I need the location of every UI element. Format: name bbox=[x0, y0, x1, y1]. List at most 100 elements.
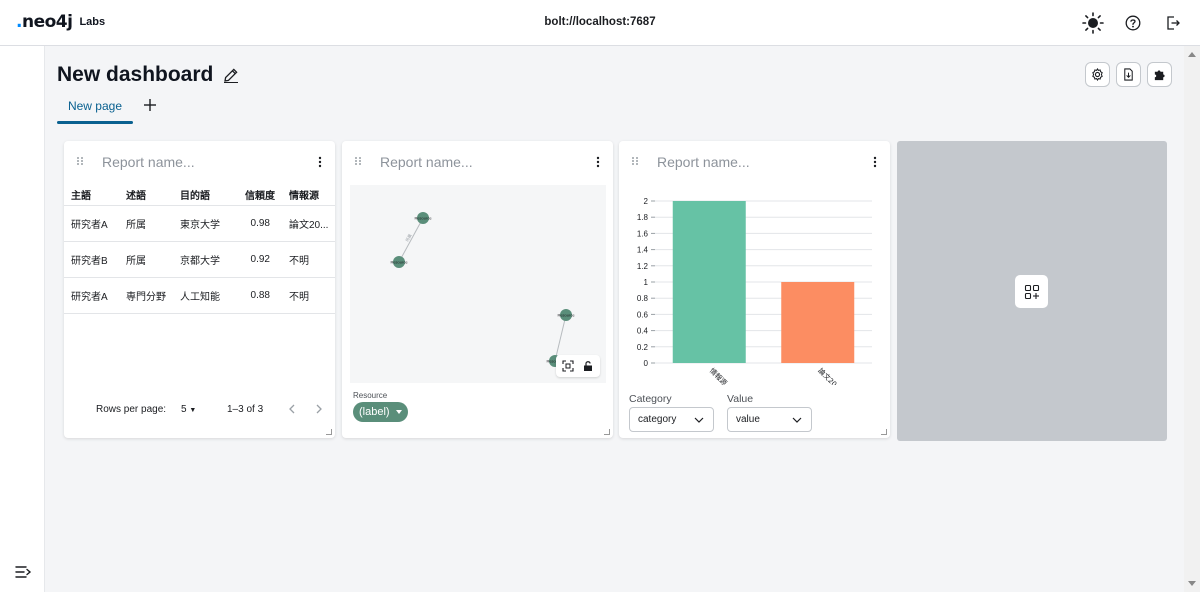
report-header bbox=[619, 141, 890, 181]
column-header[interactable]: 信頼度 bbox=[245, 191, 275, 203]
edit-title-icon[interactable] bbox=[222, 66, 240, 84]
svg-text:Resource: Resource bbox=[414, 216, 432, 221]
column-header[interactable]: 主語 bbox=[71, 191, 91, 203]
logo-labs: Labs bbox=[79, 16, 106, 28]
table-cell: 専門分野 bbox=[119, 276, 173, 314]
more-options-icon[interactable] bbox=[595, 155, 601, 169]
table-cell: 京都大学 bbox=[173, 240, 238, 277]
report-name-input[interactable] bbox=[380, 152, 580, 172]
svg-text:Resource: Resource bbox=[390, 260, 408, 265]
node-label-select[interactable]: (label) bbox=[353, 402, 408, 422]
graph-node[interactable]: Resource bbox=[390, 256, 408, 268]
graph-canvas[interactable]: 所属 Resource Resource Resource Resource bbox=[350, 185, 606, 383]
table-row[interactable]: 研究者B 所属 京都大学 0.92 不明 bbox=[64, 240, 335, 277]
column-header[interactable]: 情報源 bbox=[289, 191, 319, 203]
node-label-chip-text: (label) bbox=[359, 406, 390, 418]
svg-text:Resource: Resource bbox=[557, 313, 575, 318]
caret-down-icon: ▼ bbox=[189, 407, 197, 414]
sun-icon bbox=[1082, 12, 1104, 34]
dashboard-title: New dashboard bbox=[57, 63, 214, 86]
add-page-icon[interactable] bbox=[141, 96, 159, 114]
value-select[interactable]: value bbox=[727, 407, 812, 432]
y-tick-label: 1.2 bbox=[637, 262, 649, 271]
table-cell: 研究者A bbox=[64, 276, 119, 314]
extensions-button[interactable] bbox=[1147, 62, 1172, 87]
column-header[interactable]: 目的語 bbox=[180, 191, 210, 203]
add-widget-icon bbox=[1024, 284, 1039, 299]
category-select-value: category bbox=[638, 414, 677, 425]
caret-down-icon bbox=[395, 410, 402, 414]
resize-handle[interactable] bbox=[604, 429, 610, 435]
dashboard-settings-button[interactable] bbox=[1085, 62, 1110, 87]
theme-toggle-button[interactable] bbox=[1082, 12, 1104, 34]
scroll-up-icon[interactable] bbox=[1188, 52, 1196, 57]
scroll-down-icon[interactable] bbox=[1188, 581, 1196, 586]
graph-controls bbox=[556, 355, 600, 377]
export-dashboard-button[interactable] bbox=[1116, 62, 1141, 87]
report-name-input[interactable] bbox=[657, 152, 857, 172]
vertical-scrollbar[interactable] bbox=[1184, 46, 1200, 592]
expand-sidebar-icon[interactable] bbox=[14, 564, 32, 580]
rows-per-page-label: Rows per page: bbox=[96, 404, 167, 415]
resize-handle[interactable] bbox=[326, 429, 332, 435]
logout-icon bbox=[1167, 16, 1180, 30]
add-report-button[interactable] bbox=[1015, 275, 1048, 308]
column-header[interactable]: 述語 bbox=[126, 191, 146, 203]
left-sidebar bbox=[0, 46, 45, 592]
logout-button[interactable] bbox=[1162, 12, 1184, 34]
value-select-value: value bbox=[736, 414, 760, 425]
table-cell: 研究者B bbox=[64, 240, 119, 277]
help-button[interactable] bbox=[1122, 12, 1144, 34]
table-cell: 不明 bbox=[282, 240, 335, 277]
lock-icon[interactable] bbox=[582, 360, 594, 372]
next-page-icon[interactable] bbox=[313, 402, 325, 416]
table-cell: 所属 bbox=[119, 204, 173, 241]
more-options-icon[interactable] bbox=[872, 155, 878, 169]
bar[interactable] bbox=[672, 201, 746, 363]
table-header-row: 主語 述語 目的語 信頼度 情報源 bbox=[64, 185, 335, 205]
y-tick-label: 1.4 bbox=[637, 246, 649, 255]
graph-visualization[interactable]: 所属 Resource Resource Resource Resource bbox=[350, 185, 606, 383]
previous-page-icon[interactable] bbox=[286, 402, 298, 416]
table-cell: 論文20... bbox=[282, 204, 335, 241]
drag-handle-icon[interactable] bbox=[76, 156, 84, 166]
table-cell: 0.88 bbox=[238, 276, 282, 314]
table-row[interactable]: 研究者A 専門分野 人工知能 0.88 不明 bbox=[64, 276, 335, 314]
table-cell: 0.98 bbox=[238, 204, 282, 241]
report-name-input[interactable] bbox=[102, 152, 302, 172]
y-tick-label: 0 bbox=[644, 359, 649, 368]
graph-node[interactable]: Resource bbox=[414, 212, 432, 224]
graph-node[interactable]: Resource bbox=[557, 309, 575, 321]
drag-handle-icon[interactable] bbox=[354, 156, 362, 166]
y-tick-label: 0.4 bbox=[637, 327, 649, 336]
top-bar: .neo4j Labs bolt://localhost:7687 bbox=[0, 0, 1200, 46]
graph-report-card: 所属 Resource Resource Resource Resource bbox=[342, 141, 613, 438]
table-cell: 所属 bbox=[119, 240, 173, 277]
logo[interactable]: .neo4j Labs bbox=[16, 12, 105, 32]
category-label: Category bbox=[629, 393, 672, 405]
fit-graph-icon[interactable] bbox=[562, 360, 574, 372]
value-label: Value bbox=[727, 393, 754, 405]
tab-new-page[interactable]: New page bbox=[57, 92, 133, 124]
table-row[interactable]: 研究者A 所属 東京大学 0.98 論文20... bbox=[64, 204, 335, 241]
table-cell: 東京大学 bbox=[173, 204, 238, 241]
more-options-icon[interactable] bbox=[317, 155, 323, 169]
resize-handle[interactable] bbox=[881, 429, 887, 435]
bar-report-card: 0 0.2 0.4 0.6 0.8 1 1.2 1.4 1.6 1.8 2 情報源 論文20 Categ… bbox=[619, 141, 890, 438]
y-tick-label: 0.8 bbox=[637, 294, 649, 303]
graph-edge[interactable] bbox=[398, 217, 424, 263]
bar[interactable] bbox=[781, 282, 855, 363]
download-file-icon bbox=[1124, 68, 1133, 81]
table-cell: 不明 bbox=[282, 276, 335, 314]
drag-handle-icon[interactable] bbox=[631, 156, 639, 166]
graph-edge[interactable] bbox=[554, 314, 567, 362]
report-header bbox=[64, 141, 335, 181]
legend-label: Resource bbox=[353, 391, 388, 400]
rows-per-page-select[interactable]: 5 ▼ bbox=[181, 404, 197, 415]
logo-text: .neo4j bbox=[16, 12, 73, 32]
gear-icon bbox=[1092, 68, 1103, 81]
connection-url: bolt://localhost:7687 bbox=[544, 16, 656, 28]
table-report-card: 主語 述語 目的語 信頼度 情報源 研究者A 所属 東京大学 0.98 論文20… bbox=[64, 141, 335, 438]
category-select[interactable]: category bbox=[629, 407, 714, 432]
y-tick-label: 0.6 bbox=[637, 310, 649, 319]
